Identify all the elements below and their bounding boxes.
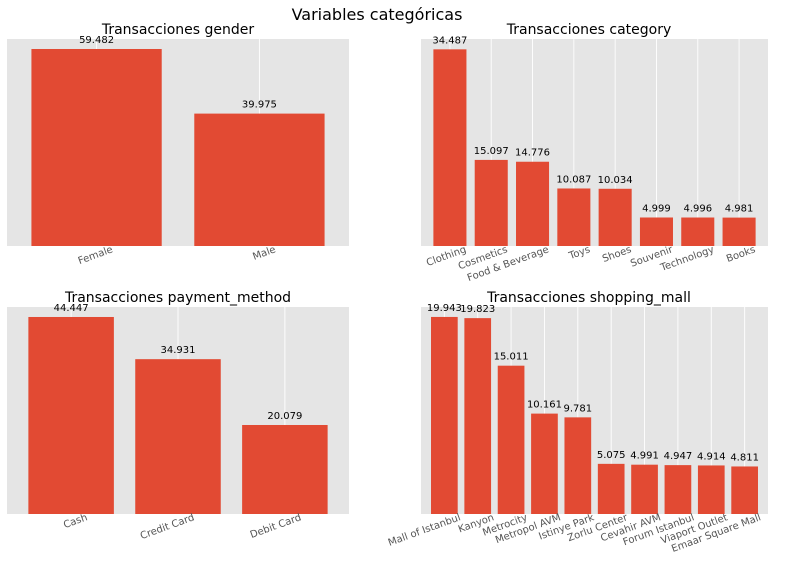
data-label: 20.079	[267, 411, 302, 422]
data-label: 34.931	[161, 345, 196, 356]
chart-title: Transacciones category	[506, 22, 672, 38]
chart-category: 34.487 15.097 14.776 10.087 10.034 4.999 4.996…	[421, 22, 768, 284]
bar	[431, 316, 458, 514]
bar	[31, 48, 162, 246]
data-label: 19.823	[460, 304, 495, 315]
chart-payment-method: 44.447 34.931 20.079 Cash Credit Card Debit …	[7, 290, 349, 542]
x-tick-label: Debit Card	[249, 512, 303, 541]
data-label: 4.999	[642, 203, 671, 214]
figure-title: Variables categóricas	[292, 5, 463, 24]
bar	[497, 365, 525, 514]
data-label: 34.487	[432, 35, 467, 46]
data-label: 39.975	[242, 100, 277, 111]
bar	[557, 188, 591, 246]
data-label: 44.447	[54, 303, 89, 314]
data-label: 15.011	[494, 352, 529, 363]
bar	[242, 424, 328, 514]
bar	[722, 217, 756, 246]
bar	[28, 316, 114, 514]
bar	[598, 188, 632, 246]
data-label: 19.943	[427, 303, 462, 314]
x-tick-label: Male	[251, 244, 277, 262]
x-tick-label: Mall of Istanbul	[387, 512, 462, 548]
chart-gender: 59.482 39.975 Female Male Transacciones ge…	[7, 22, 349, 267]
data-label: 10.087	[556, 174, 591, 185]
bar	[639, 217, 673, 246]
plot-area	[421, 39, 768, 246]
bar	[697, 465, 725, 514]
data-label: 4.811	[730, 452, 759, 463]
x-tick-label: Cash	[62, 512, 89, 531]
data-label: 59.482	[79, 35, 114, 46]
x-tick-label: Shoes	[601, 244, 633, 265]
bar	[433, 49, 467, 247]
data-label: 10.161	[527, 400, 562, 411]
chart-title: Transacciones shopping_mall	[486, 290, 691, 306]
bar	[474, 159, 508, 246]
bar	[464, 318, 492, 514]
data-label: 4.981	[725, 204, 754, 215]
bar	[194, 113, 325, 246]
chart-title: Transacciones payment_method	[64, 290, 291, 306]
data-label: 4.914	[697, 451, 726, 462]
bar	[597, 463, 625, 514]
data-label: 4.996	[683, 204, 712, 215]
bar	[564, 417, 592, 514]
data-label: 14.776	[515, 148, 550, 159]
x-tick-label: Credit Card	[139, 512, 196, 542]
data-label: 10.034	[598, 175, 633, 186]
x-tick-label: Books	[725, 244, 757, 265]
bar	[531, 413, 558, 514]
bar	[516, 161, 550, 246]
x-tick-label: Toys	[567, 244, 592, 262]
bar	[135, 359, 221, 514]
data-label: 9.781	[563, 403, 592, 414]
bar	[631, 464, 658, 514]
x-tick-label: Female	[77, 244, 115, 267]
data-label: 4.947	[664, 451, 693, 462]
data-label: 4.991	[630, 451, 659, 462]
bar	[731, 466, 758, 514]
chart-title: Transacciones gender	[101, 22, 255, 38]
data-label: 5.075	[597, 450, 626, 461]
bar	[664, 465, 692, 514]
data-label: 15.097	[474, 146, 509, 157]
bar	[681, 217, 715, 246]
